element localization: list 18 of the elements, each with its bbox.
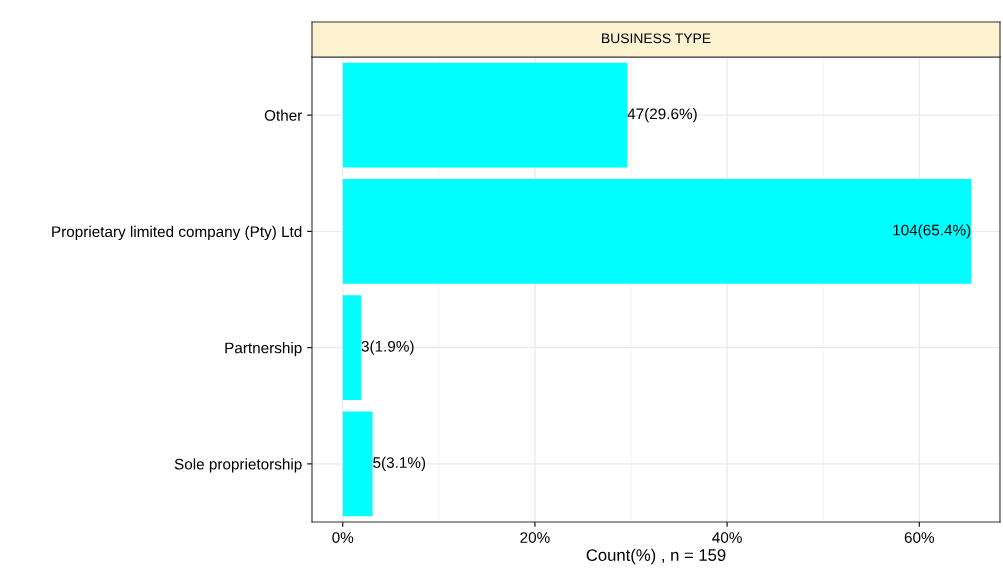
data-label: 104(65.4%) bbox=[893, 224, 971, 239]
bar bbox=[342, 62, 628, 168]
x-tick-label: 0% bbox=[332, 532, 354, 543]
y-tick-label: Other bbox=[264, 109, 303, 121]
y-tick-label: Sole proprietorship bbox=[174, 458, 302, 473]
bar bbox=[342, 295, 362, 400]
x-tick-label: 40% bbox=[712, 532, 742, 543]
data-label: 47(29.6%) bbox=[627, 108, 697, 123]
x-tick-label: 20% bbox=[520, 532, 550, 543]
x-tick-label: 60% bbox=[904, 532, 935, 543]
y-tick-label: Proprietary limited company (Pty) Ltd bbox=[52, 225, 302, 241]
data-label: 5(3.1%) bbox=[373, 456, 426, 471]
chart-title: BUSINESS TYPE bbox=[602, 33, 711, 44]
y-tick-label: Partnership bbox=[225, 342, 302, 357]
x-axis-title: Count(%) , n = 159 bbox=[586, 548, 726, 565]
bar bbox=[342, 411, 373, 517]
data-label: 3(1.9%) bbox=[361, 340, 414, 355]
bar bbox=[342, 179, 972, 284]
